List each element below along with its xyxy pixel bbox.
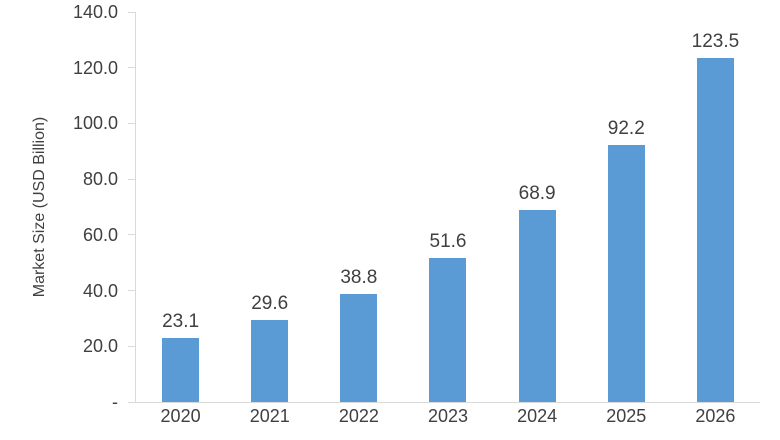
bar-slot: 23.1 xyxy=(136,12,225,402)
y-axis-tick-mark xyxy=(128,234,135,236)
y-axis-tick-label: 20.0 xyxy=(82,336,118,357)
x-tick-label: 2021 xyxy=(249,406,290,426)
bar-value-label: 92.2 xyxy=(607,118,645,140)
y-axis-tick-mark xyxy=(128,401,135,403)
y-axis-tick-label: 60.0 xyxy=(82,224,118,245)
bar xyxy=(429,258,467,402)
y-axis-tick-mark xyxy=(128,290,135,292)
bar-slot: 38.8 xyxy=(314,12,403,402)
bar-value-label: 29.6 xyxy=(251,292,289,314)
x-tick-label: 2022 xyxy=(338,406,379,426)
x-tick-label: 2020 xyxy=(160,406,201,426)
bar xyxy=(696,57,734,402)
x-tick-label: 2026 xyxy=(695,406,736,426)
y-axis-tick-label: 120.0 xyxy=(72,57,118,78)
plot-area: 23.1 29.6 38.8 51.6 68.9 92.2 123.5 xyxy=(136,12,760,402)
bar-value-label: 51.6 xyxy=(429,231,467,253)
bar-value-label: 68.9 xyxy=(518,183,556,205)
x-tick-label: 2025 xyxy=(606,406,647,426)
bar-value-label: 123.5 xyxy=(691,30,740,52)
y-axis-tick-label: 40.0 xyxy=(82,280,118,301)
y-axis-tick-mark xyxy=(128,178,135,180)
bar-slot: 51.6 xyxy=(403,12,492,402)
x-axis: 2020 2021 2022 2023 2024 2025 2026 xyxy=(136,406,760,427)
bar xyxy=(607,145,645,402)
y-axis-tick-label: 140.0 xyxy=(72,2,118,22)
y-axis-tick-mark xyxy=(128,11,135,13)
x-tick-label: 2024 xyxy=(517,406,558,426)
y-axis-tick-label: 80.0 xyxy=(82,169,118,190)
bar xyxy=(340,293,378,402)
bar-slot: 29.6 xyxy=(225,12,314,402)
bar-value-label: 23.1 xyxy=(162,310,200,332)
bar-slot: 123.5 xyxy=(671,12,760,402)
y-axis-tick-mark xyxy=(128,345,135,347)
y-axis-title: Market Size (USD Billion) xyxy=(31,116,48,298)
x-tick-label: 2023 xyxy=(427,406,469,426)
bar-value-label: 38.8 xyxy=(340,266,378,288)
x-axis-line xyxy=(135,402,760,403)
bar-slot: 92.2 xyxy=(582,12,671,402)
y-axis-tick-mark xyxy=(128,67,135,69)
y-axis-tick-label: 100.0 xyxy=(72,113,118,134)
y-axis-tick-mark xyxy=(128,122,135,124)
bar xyxy=(162,337,200,402)
bar xyxy=(251,319,289,402)
y-axis-line xyxy=(135,12,136,402)
bar-slot: 68.9 xyxy=(493,12,582,402)
y-axis-tick-label: - xyxy=(112,392,118,412)
bar xyxy=(518,210,556,402)
